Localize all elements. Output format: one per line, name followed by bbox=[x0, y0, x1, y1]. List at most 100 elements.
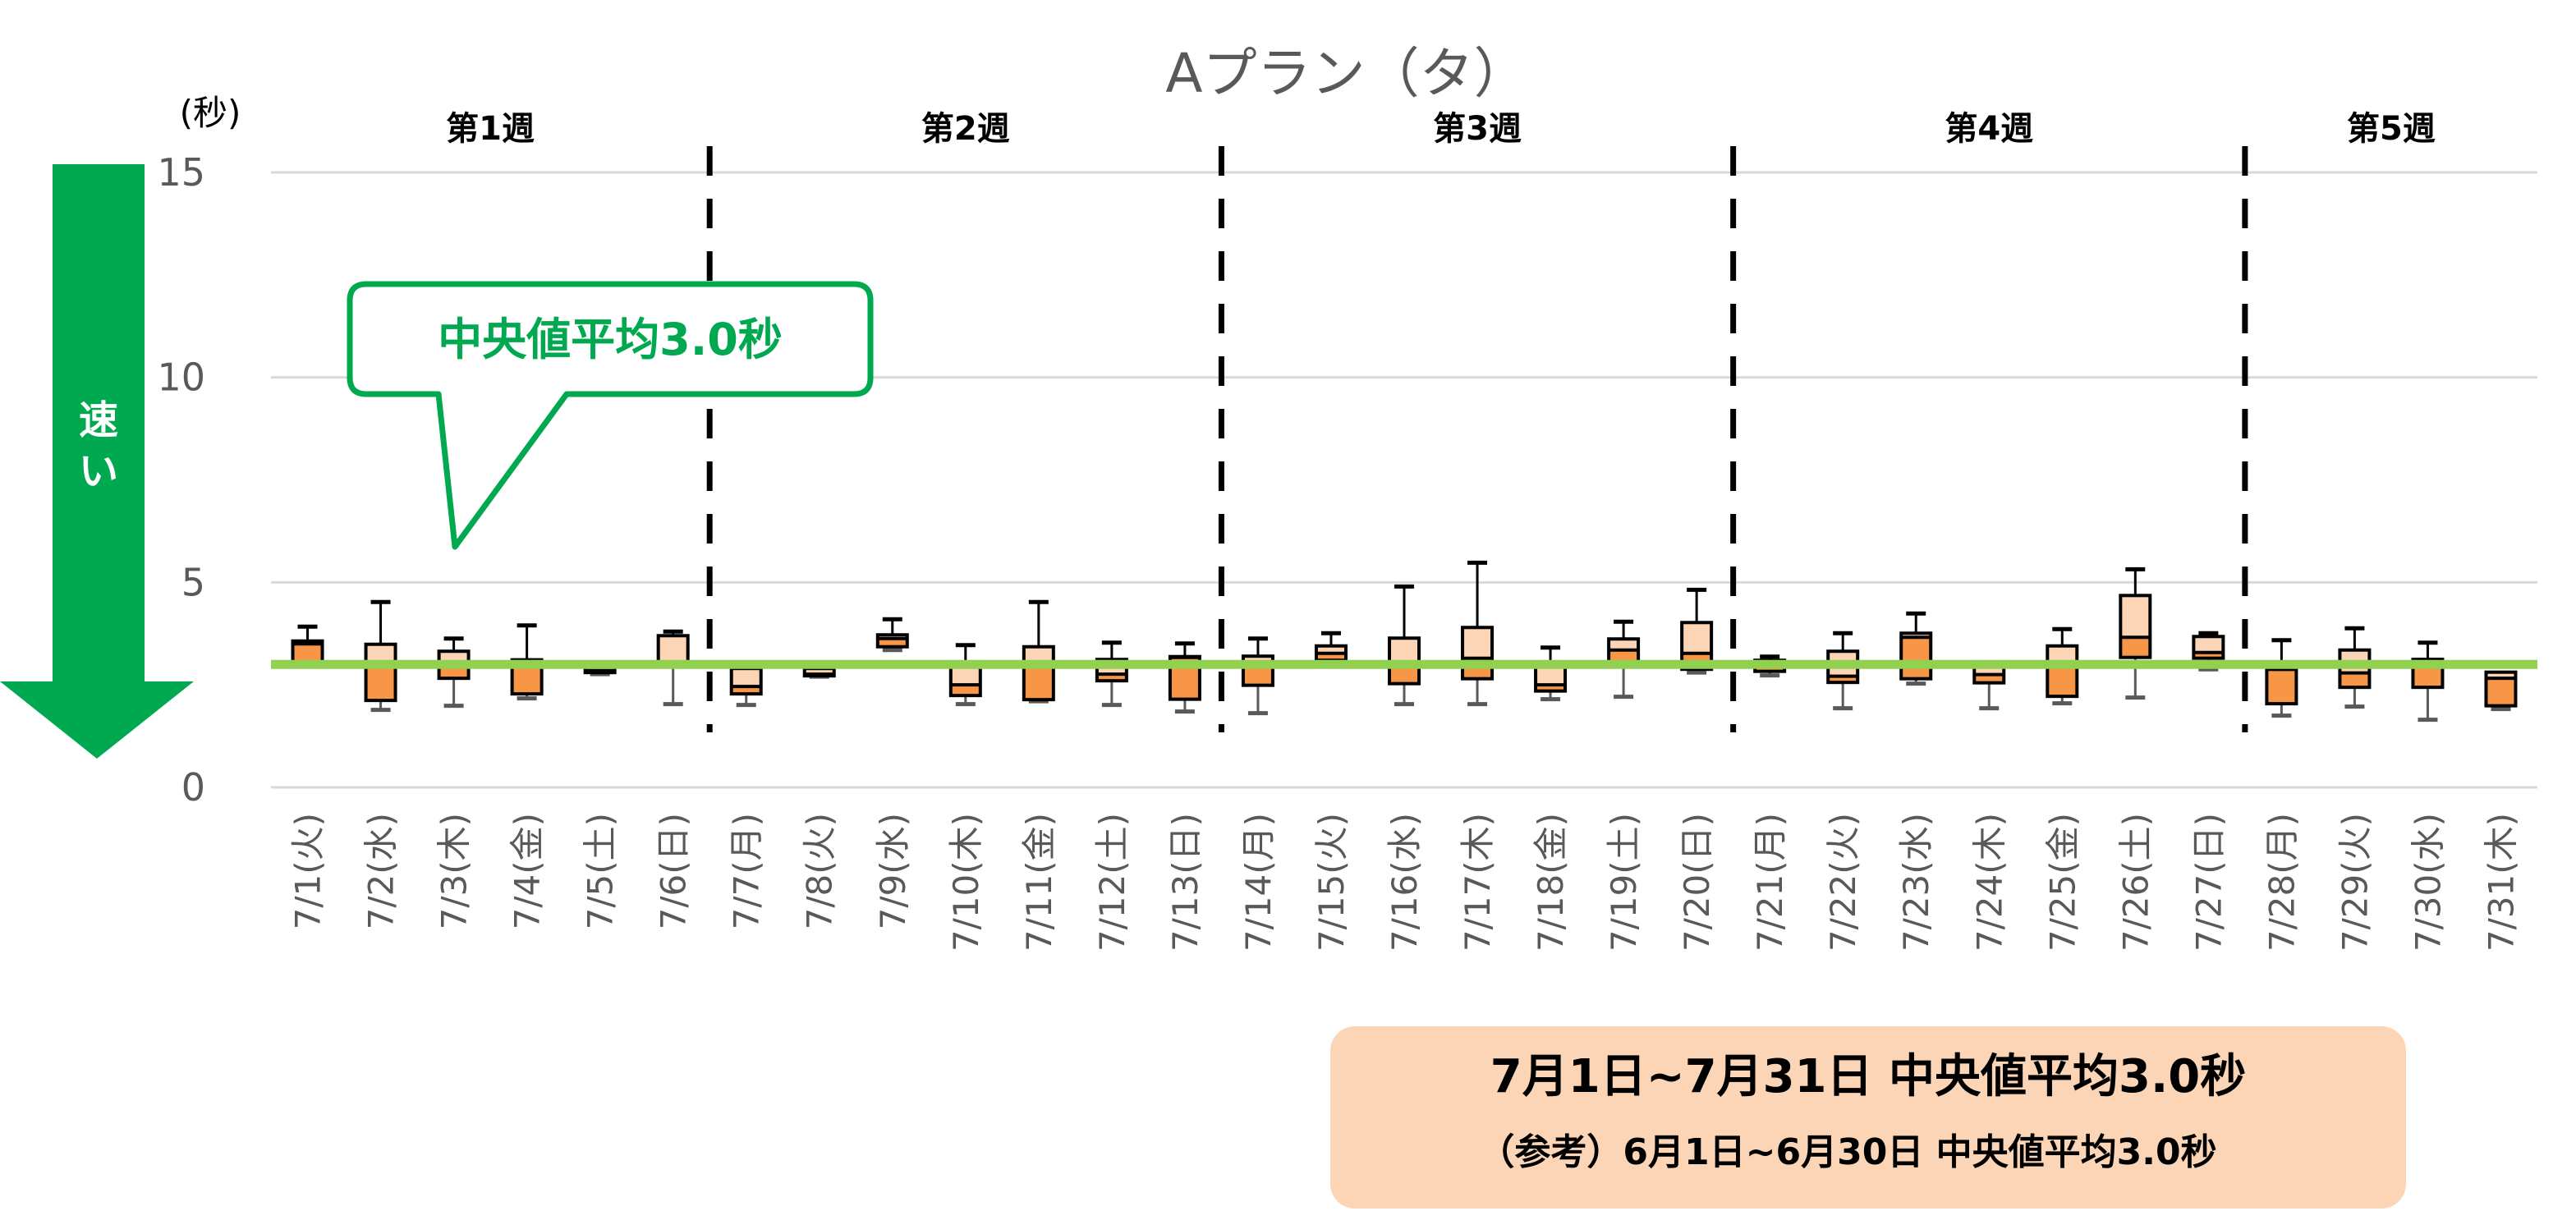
box-outline bbox=[2046, 644, 2079, 699]
x-tick-label: 7/20(日) bbox=[1677, 813, 1717, 952]
x-tick-label: 7/10(木) bbox=[946, 813, 986, 952]
y-tick-label: 15 bbox=[157, 150, 205, 195]
lower-box bbox=[365, 664, 396, 701]
x-tick-label: 7/7(月) bbox=[727, 813, 767, 929]
lower-box bbox=[1828, 676, 1858, 683]
x-tick-label: 7/4(金) bbox=[507, 813, 548, 929]
week-dividers bbox=[706, 146, 2248, 732]
box-7/30(水) bbox=[2411, 640, 2445, 722]
box-7/22(火) bbox=[1826, 631, 1860, 711]
box-7/7(月) bbox=[729, 667, 763, 708]
x-tick-label: 7/19(土) bbox=[1604, 813, 1644, 952]
upper-box bbox=[658, 635, 688, 665]
box-outline bbox=[1899, 631, 1933, 681]
box-7/1(火) bbox=[291, 624, 324, 667]
x-tick-label: 7/13(日) bbox=[1165, 813, 1205, 952]
lower-box bbox=[1974, 674, 2004, 683]
x-tick-label: 7/31(木) bbox=[2481, 813, 2521, 952]
x-tick-label: 7/9(水) bbox=[873, 813, 913, 929]
upper-box bbox=[2047, 645, 2078, 665]
lower-box bbox=[2266, 669, 2297, 704]
faster-down-arrow-icon: 速い bbox=[0, 164, 194, 759]
x-tick-label: 7/17(木) bbox=[1458, 813, 1498, 952]
x-tick-label: 7/26(土) bbox=[2115, 813, 2156, 952]
upper-box bbox=[1682, 622, 1712, 654]
y-tick-label: 0 bbox=[181, 765, 205, 810]
x-tick-label: 7/25(金) bbox=[2042, 813, 2082, 952]
upper-box bbox=[1316, 645, 1346, 654]
x-tick-label: 7/29(火) bbox=[2335, 813, 2375, 952]
box-outline bbox=[1680, 621, 1714, 672]
box-7/23(水) bbox=[1899, 611, 1933, 686]
x-tick-label: 7/22(火) bbox=[1823, 813, 1863, 952]
x-tick-label: 7/15(火) bbox=[1311, 813, 1352, 952]
y-tick-label: 5 bbox=[181, 560, 205, 604]
box-outline bbox=[1241, 654, 1274, 687]
box-7/28(月) bbox=[2265, 638, 2298, 718]
lower-box bbox=[1536, 685, 1566, 691]
upper-box bbox=[1462, 627, 1493, 658]
week-label: 第5週 bbox=[2347, 110, 2436, 148]
box-outline bbox=[2119, 594, 2152, 659]
y-axis-unit-label: (秒) bbox=[180, 93, 241, 133]
x-tick-label: 7/16(水) bbox=[1384, 813, 1425, 952]
faster-label: 速い bbox=[79, 397, 118, 494]
box-outline bbox=[1461, 626, 1495, 681]
box-7/26(土) bbox=[2119, 567, 2152, 700]
week-label: 第1週 bbox=[446, 110, 535, 148]
lower-box bbox=[2340, 672, 2370, 688]
summary-box: 7月1日~7月31日 中央値平均3.0秒 （参考）6月1日~6月30日 中央値平… bbox=[1330, 1026, 2406, 1209]
lower-box bbox=[1023, 664, 1054, 700]
box-outline bbox=[2192, 635, 2225, 660]
x-tick-label: 7/11(金) bbox=[1019, 813, 1059, 952]
lower-box bbox=[2120, 637, 2151, 658]
box-outline bbox=[2484, 670, 2518, 708]
box-outline bbox=[1095, 658, 1128, 683]
box-7/15(火) bbox=[1314, 631, 1348, 663]
week-labels: 第1週 第2週 第3週 第4週 第5週 bbox=[446, 110, 2436, 148]
lower-box bbox=[2486, 678, 2516, 706]
x-tick-label: 7/6(日) bbox=[654, 813, 694, 929]
y-tick-label: 10 bbox=[157, 356, 205, 400]
lower-box bbox=[2047, 664, 2078, 697]
box-outline bbox=[364, 642, 397, 703]
x-tick-label: 7/1(火) bbox=[288, 813, 328, 929]
x-axis-labels: 7/1(火) 7/2(水) 7/3(木) 7/4(金) 7/5(土) 7/6(日) 7/7(… bbox=[288, 813, 2522, 952]
summary-july: 7月1日~7月31日 中央値平均3.0秒 bbox=[1490, 1050, 2246, 1103]
box-outline bbox=[875, 633, 909, 649]
lower-box bbox=[731, 686, 761, 695]
lower-box bbox=[1389, 664, 1419, 684]
box-7/12(土) bbox=[1095, 640, 1128, 708]
box-7/24(木) bbox=[1972, 663, 2006, 711]
y-axis-ticks: 0 5 10 15 bbox=[157, 150, 205, 810]
chart-title: Aプラン（タ） bbox=[1165, 42, 1527, 105]
boxes bbox=[291, 560, 2518, 722]
upper-box bbox=[1901, 633, 1931, 638]
x-tick-label: 7/30(水) bbox=[2408, 813, 2448, 952]
box-7/17(木) bbox=[1461, 560, 1495, 707]
x-tick-label: 7/3(木) bbox=[434, 813, 475, 929]
lower-box bbox=[1901, 637, 1931, 679]
x-tick-label: 7/23(水) bbox=[1896, 813, 1936, 952]
week-label: 第4週 bbox=[1945, 110, 2033, 148]
box-7/19(土) bbox=[1607, 619, 1641, 700]
upper-box bbox=[1609, 639, 1639, 650]
x-tick-label: 7/2(水) bbox=[361, 813, 402, 929]
box-7/18(金) bbox=[1534, 645, 1568, 702]
lower-box bbox=[877, 638, 907, 647]
x-tick-label: 7/27(日) bbox=[2188, 813, 2229, 952]
summary-june-reference: （参考）6月1日~6月30日 中央値平均3.0秒 bbox=[1478, 1131, 2216, 1173]
lower-box bbox=[2193, 652, 2224, 658]
upper-box bbox=[2193, 636, 2224, 653]
x-tick-label: 7/24(木) bbox=[1969, 813, 2009, 952]
box-7/27(日) bbox=[2192, 631, 2225, 672]
upper-box bbox=[731, 668, 761, 687]
box-outline bbox=[1022, 644, 1055, 702]
median-callout: 中央値平均3.0秒 bbox=[347, 281, 874, 550]
lower-box bbox=[950, 685, 980, 696]
x-tick-label: 7/21(月) bbox=[1750, 813, 1790, 952]
box-7/10(木) bbox=[948, 643, 982, 707]
box-7/16(水) bbox=[1388, 584, 1421, 707]
upper-box bbox=[2120, 595, 2151, 638]
lower-box bbox=[1316, 653, 1346, 661]
